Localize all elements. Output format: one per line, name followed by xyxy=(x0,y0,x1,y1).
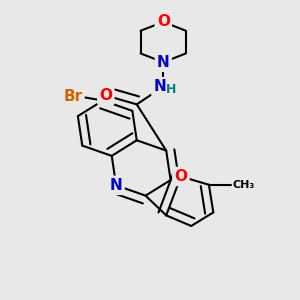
Text: H: H xyxy=(166,82,177,95)
Text: Br: Br xyxy=(63,88,82,104)
Text: N: N xyxy=(110,178,122,193)
Text: N: N xyxy=(157,55,169,70)
Text: CH₃: CH₃ xyxy=(232,180,255,190)
Text: O: O xyxy=(174,169,188,184)
Text: O: O xyxy=(157,14,170,29)
Text: O: O xyxy=(99,88,112,103)
Text: N: N xyxy=(153,79,166,94)
